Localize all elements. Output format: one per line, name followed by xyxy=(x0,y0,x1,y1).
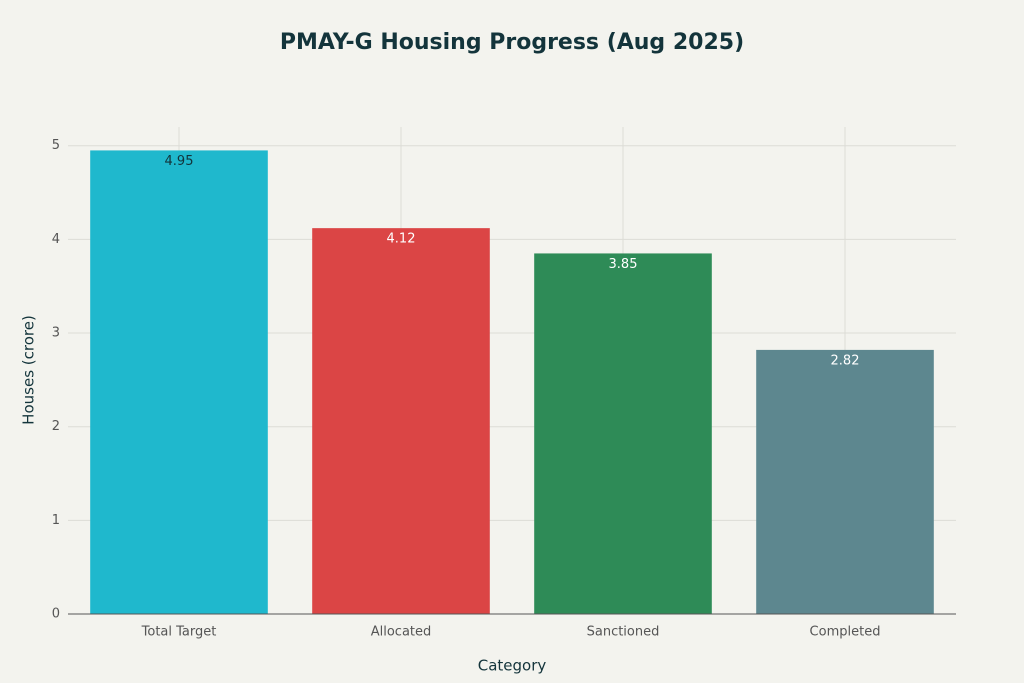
y-tick-label: 4 xyxy=(52,232,60,247)
x-tick-label: Sanctioned xyxy=(587,625,660,640)
y-axis-title: Houses (crore) xyxy=(20,315,38,425)
y-tick-label: 2 xyxy=(52,419,60,434)
y-tick-label: 5 xyxy=(52,138,60,153)
bar xyxy=(90,150,268,615)
y-tick-label: 3 xyxy=(52,326,60,341)
x-tick-label: Total Target xyxy=(141,625,217,640)
data-label: 2.82 xyxy=(831,353,860,368)
data-label: 4.12 xyxy=(387,232,416,247)
bar xyxy=(756,349,934,614)
x-tick-label: Completed xyxy=(810,625,881,640)
chart-title: PMAY-G Housing Progress (Aug 2025) xyxy=(280,30,744,55)
y-tick-label: 1 xyxy=(52,513,60,528)
data-label: 4.95 xyxy=(165,154,194,169)
data-label: 3.85 xyxy=(609,257,638,272)
bar xyxy=(312,228,490,614)
x-axis-title: Category xyxy=(478,657,547,675)
x-tick-label: Allocated xyxy=(371,625,432,640)
y-tick-label: 0 xyxy=(52,607,60,622)
bar xyxy=(534,253,712,615)
